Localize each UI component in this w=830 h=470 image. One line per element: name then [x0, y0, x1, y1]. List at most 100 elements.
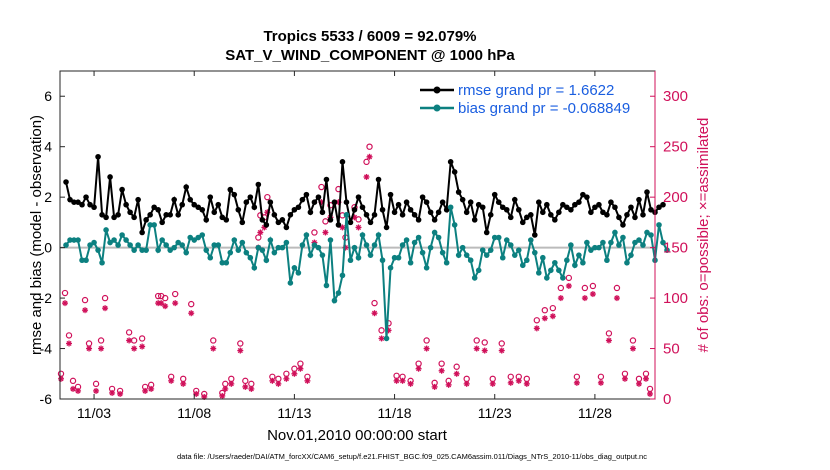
bias-point: [211, 242, 218, 248]
bias-point: [339, 272, 346, 279]
chart-title: Tropics 5533 / 6009 = 92.079%: [263, 28, 476, 45]
rmse-point: [195, 204, 202, 211]
rmse-point: [556, 209, 562, 216]
bias-point: [303, 232, 310, 238]
obs-possible-point: [161, 294, 169, 302]
obs-assimilated-point: [70, 385, 77, 392]
rmse-point: [279, 217, 286, 223]
obs-assimilated-point: [66, 340, 73, 347]
obs-assimilated-point: [378, 335, 385, 342]
rmse-point: [135, 196, 141, 203]
bias-point: [71, 237, 77, 243]
obs-assimilated-point: [489, 380, 496, 387]
bias-point: [403, 237, 410, 243]
obs-possible-point: [154, 292, 162, 300]
obs-possible-point: [605, 330, 613, 337]
rmse-point: [399, 212, 406, 218]
bias-point: [139, 247, 145, 253]
obs-assimilated-point: [565, 282, 572, 289]
bias-point: [159, 237, 165, 243]
obs-assimilated-point: [453, 370, 460, 377]
rmse-point: [644, 189, 650, 195]
bias-point: [560, 275, 566, 281]
obs-assimilated-point: [188, 310, 195, 317]
footnote: data file: /Users/raeder/DAI/ATM_forcXX/…: [177, 452, 647, 461]
bias-point: [592, 244, 598, 251]
rmse-point: [375, 176, 382, 183]
obs-assimilated-point: [523, 380, 530, 387]
y-left-tick-label: -2: [40, 290, 53, 306]
rmse-point: [295, 204, 302, 211]
bias-point: [207, 254, 214, 261]
obs-possible-point: [125, 329, 133, 336]
bias-point: [552, 259, 558, 266]
obs-assimilated-point: [148, 385, 155, 392]
rmse-point: [203, 217, 210, 223]
bias-point: [323, 282, 330, 289]
rmse-point: [411, 212, 418, 218]
obs-assimilated-point: [629, 345, 636, 352]
rmse-point: [467, 199, 474, 205]
obs-assimilated-point: [102, 305, 109, 312]
bias-point: [447, 204, 454, 211]
bias-point: [523, 257, 530, 264]
bias-point: [564, 257, 570, 264]
obs-possible-point: [366, 143, 373, 150]
x-tick-label: 11/18: [378, 405, 412, 421]
rmse-point: [231, 191, 238, 198]
rmse-point: [315, 194, 322, 200]
obs-assimilated-point: [366, 153, 373, 160]
bias-point: [660, 239, 666, 246]
bias-point: [183, 249, 190, 256]
obs-possible-point: [557, 284, 565, 292]
bias-point: [628, 252, 634, 258]
obs-possible-point: [423, 337, 430, 344]
obs-assimilated-point: [589, 291, 596, 298]
bias-point: [483, 252, 490, 258]
rmse-point: [491, 191, 498, 198]
rmse-point: [371, 212, 378, 218]
bias-point: [499, 254, 506, 261]
rmse-point: [175, 212, 181, 218]
obs-assimilated-point: [237, 347, 244, 354]
obs-possible-point: [481, 339, 488, 346]
bias-point: [459, 244, 466, 251]
bias-point: [191, 237, 198, 243]
rmse-point: [123, 201, 129, 208]
bias-point: [608, 239, 614, 246]
obs-assimilated-point: [363, 173, 370, 180]
y-left-tick-label: -6: [40, 391, 53, 407]
obs-assimilated-point: [86, 345, 93, 352]
bias-point: [540, 254, 546, 261]
bias-point: [399, 242, 406, 248]
rmse-point: [584, 194, 590, 200]
rmse-point: [447, 159, 454, 165]
rmse-point: [475, 201, 482, 208]
y-right-tick-label: 250: [663, 139, 688, 156]
bias-point: [135, 242, 141, 248]
bias-point: [63, 242, 69, 248]
bias-point: [227, 249, 234, 256]
bias-point: [451, 222, 458, 228]
bias-point: [179, 242, 186, 248]
rmse-point: [427, 209, 434, 216]
obs-assimilated-point: [283, 375, 290, 382]
obs-possible-point: [629, 337, 637, 344]
rmse-point: [311, 199, 318, 205]
bias-point: [616, 242, 622, 248]
bias-point: [355, 254, 362, 261]
obs-possible-point: [589, 282, 597, 290]
x-tick-label: 11/28: [578, 405, 612, 421]
obs-assimilated-point: [193, 390, 200, 397]
bias-point: [347, 257, 354, 264]
bias-point: [519, 262, 526, 269]
rmse-point: [391, 209, 398, 216]
bias-point: [467, 257, 474, 264]
rmse-point: [431, 217, 438, 223]
obs-assimilated-point: [126, 337, 133, 344]
rmse-point: [323, 176, 330, 183]
y-right-tick-label: 300: [663, 88, 688, 105]
y-right-tick-label: 200: [663, 189, 688, 206]
bias-point: [223, 259, 230, 266]
